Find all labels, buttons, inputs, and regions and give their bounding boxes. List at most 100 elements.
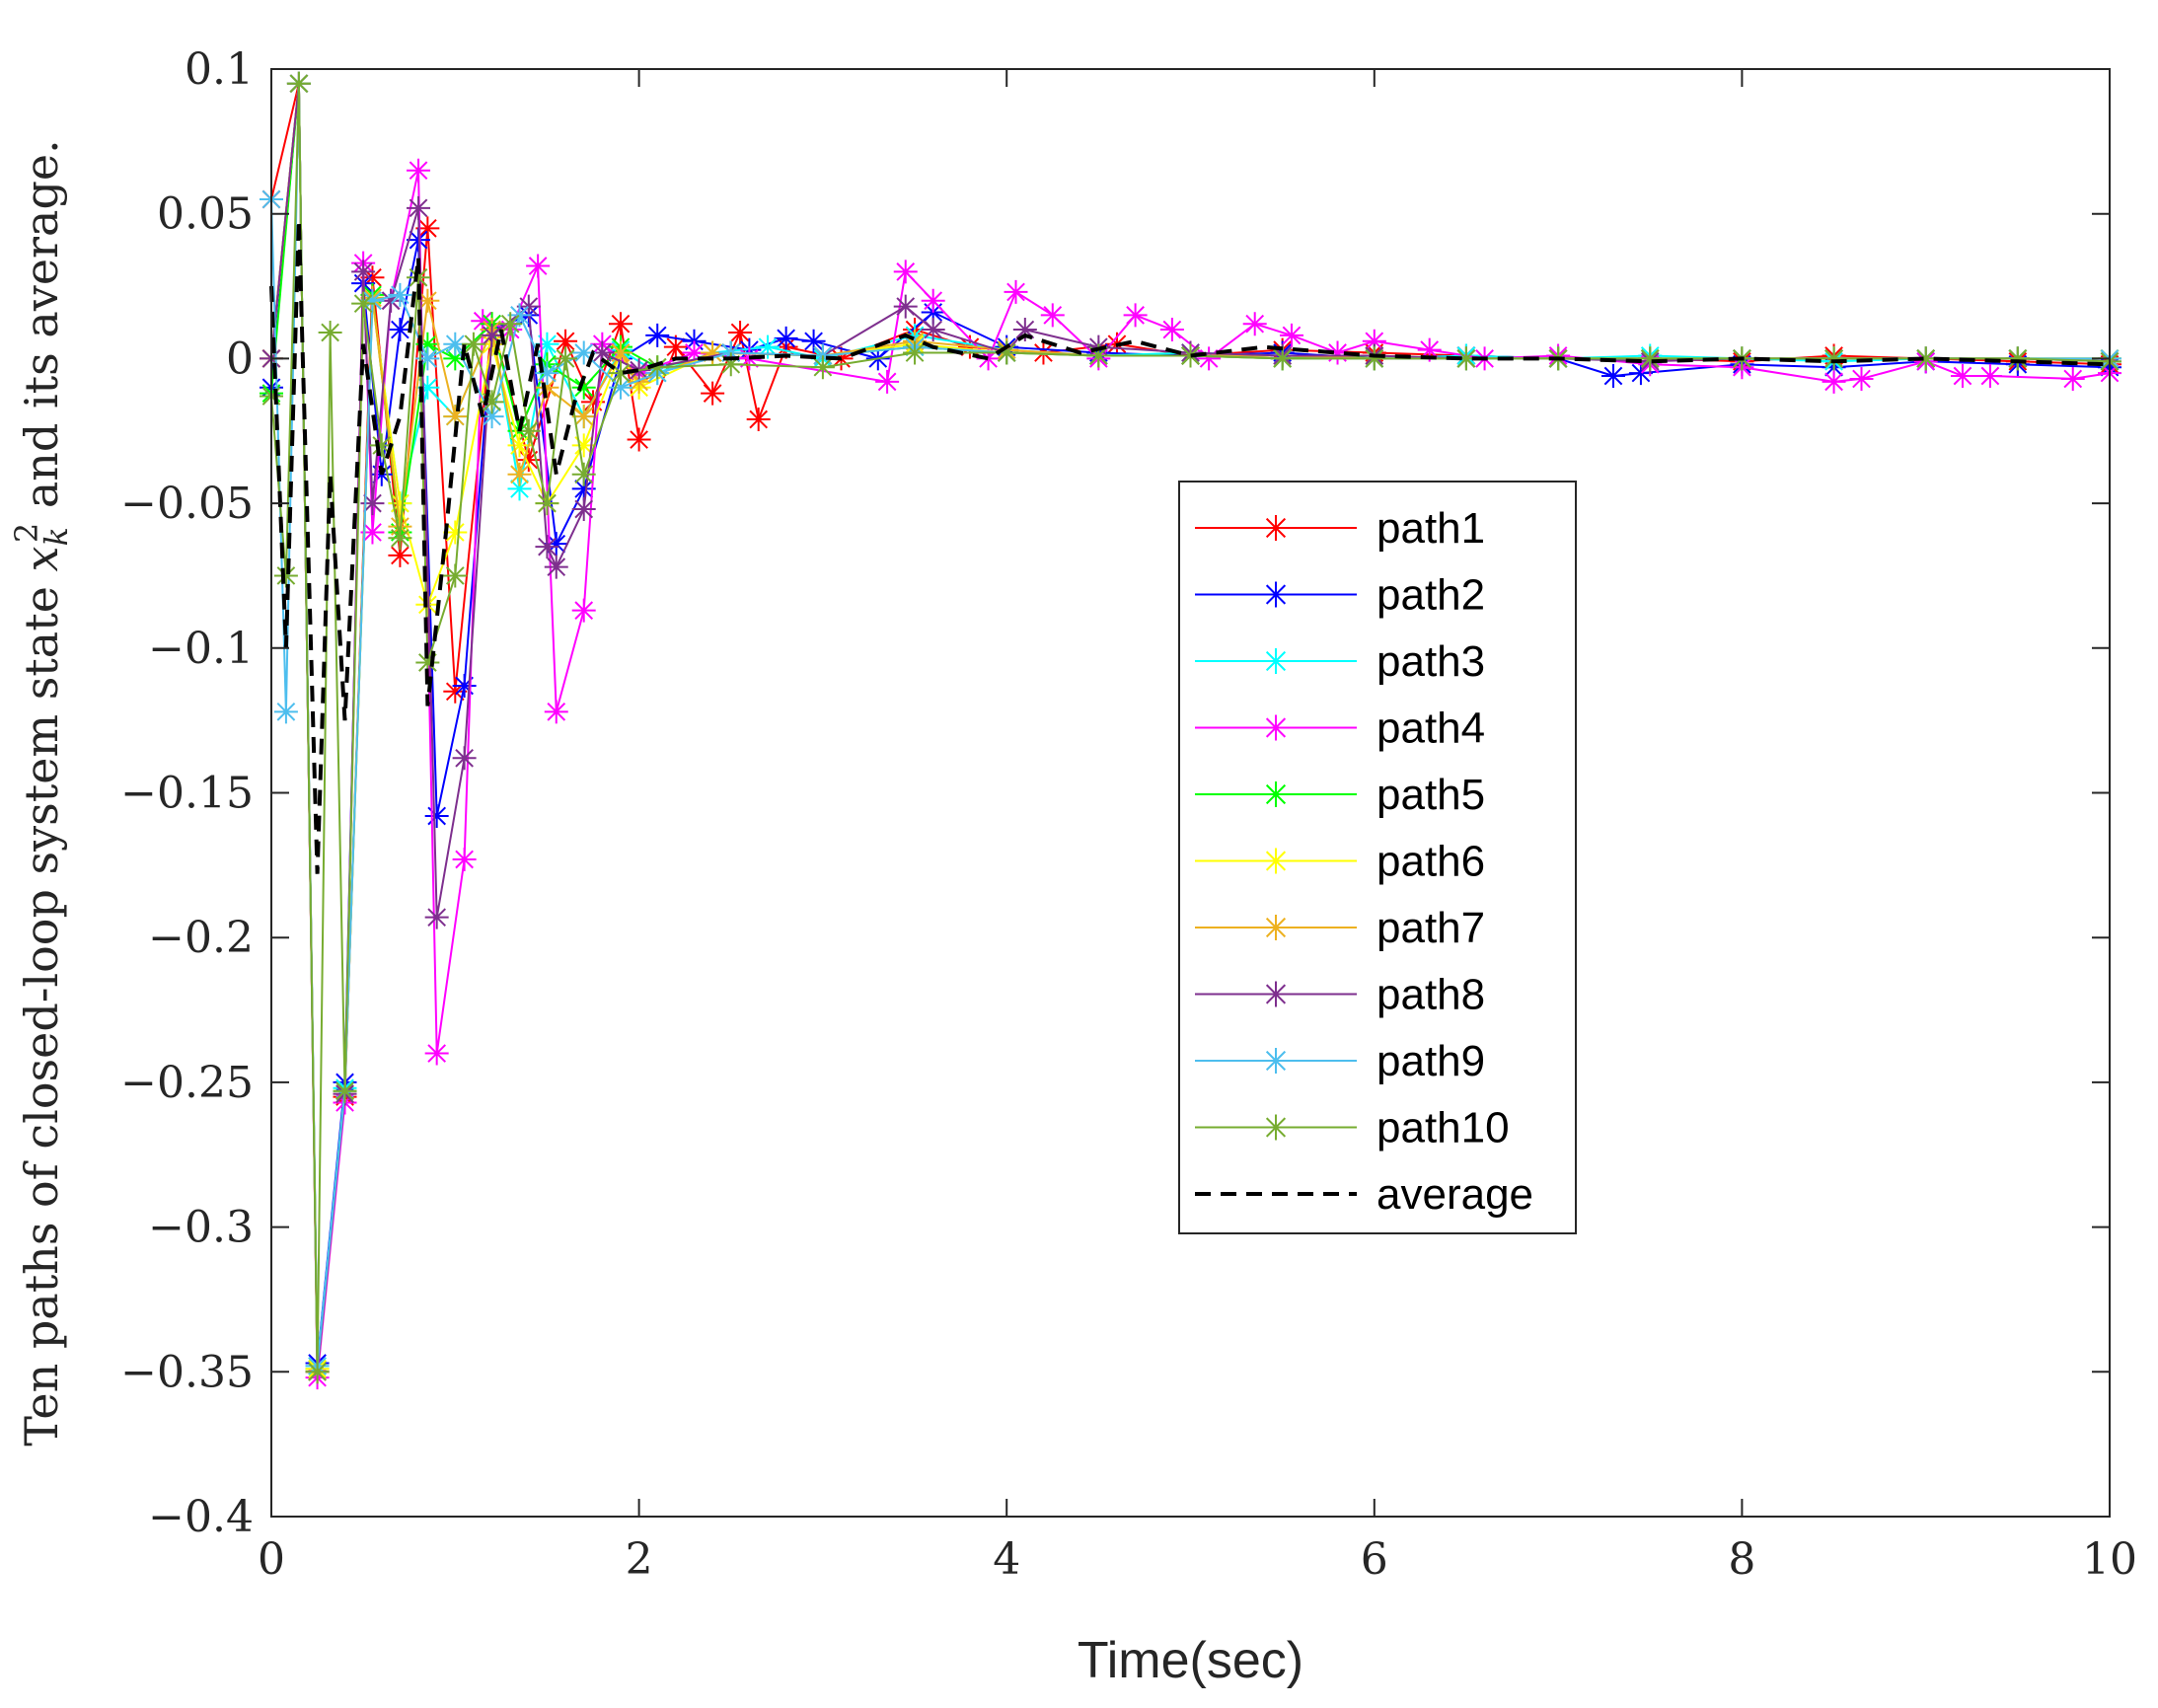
path10-point — [903, 340, 928, 365]
path10-point — [554, 346, 578, 371]
legend-marker-path1 — [1263, 515, 1289, 541]
path4-point — [976, 346, 1001, 371]
legend-label-path2: path2 — [1377, 571, 1485, 620]
y-axis-title-sup: 2 — [8, 523, 45, 543]
path10-point — [461, 332, 485, 356]
legend-marker-path10 — [1263, 1114, 1289, 1141]
path10-point — [1638, 346, 1663, 371]
legend-marker-path3 — [1263, 648, 1289, 674]
path7-point — [608, 340, 633, 365]
path10-point — [1453, 346, 1478, 371]
y-axis-title-after: and its average. — [15, 139, 68, 523]
path10-point — [318, 320, 342, 344]
path9-point — [415, 346, 440, 371]
path9-point — [360, 288, 385, 313]
legend-marker-path7 — [1263, 915, 1289, 940]
path1-point — [728, 320, 753, 344]
path4-point — [1822, 369, 1846, 394]
path10-point — [516, 418, 541, 443]
path5-point — [571, 375, 596, 400]
path6-point — [443, 520, 468, 545]
path8-point — [452, 746, 477, 771]
path8-point — [351, 260, 376, 284]
legend-marker-path2 — [1263, 581, 1289, 608]
path7-point — [701, 340, 725, 365]
path7-point — [535, 375, 559, 400]
path1-point — [663, 334, 688, 359]
path10-point — [608, 361, 633, 386]
y-tick-label: −0.25 — [120, 1058, 254, 1108]
path8-point — [893, 294, 918, 319]
path10-point — [1270, 346, 1295, 371]
path4-point — [682, 340, 707, 365]
path1-point — [443, 679, 468, 704]
path2-point — [801, 329, 826, 353]
path4-point — [407, 158, 431, 183]
path2-point — [544, 532, 568, 557]
path8-point — [516, 294, 541, 319]
legend-box — [1178, 481, 1577, 1234]
legend-label-path10: path10 — [1377, 1104, 1510, 1152]
path3-point — [535, 332, 559, 356]
path4-point — [1242, 312, 1267, 336]
path4-point — [1040, 303, 1065, 328]
path10-point — [369, 433, 394, 458]
path4-point — [1325, 340, 1350, 365]
path10-point — [1086, 343, 1111, 368]
x-tick-label: 2 — [626, 1534, 653, 1585]
path10-point — [351, 291, 376, 316]
path8-point — [571, 496, 596, 521]
path6-point — [388, 491, 412, 516]
path10-point — [1178, 343, 1203, 368]
path1-point — [746, 408, 771, 432]
path9-point — [388, 282, 412, 307]
x-tick-label: 8 — [1728, 1534, 1755, 1585]
legend-label-path5: path5 — [1377, 771, 1485, 819]
path4-point — [875, 369, 900, 394]
path10-point — [286, 71, 311, 96]
y-tick-label: −0.35 — [120, 1347, 254, 1397]
path4-point — [1159, 318, 1184, 342]
y-tick-label: −0.3 — [148, 1203, 254, 1253]
path7-point — [415, 288, 440, 313]
legend-label-path3: path3 — [1377, 637, 1485, 686]
path2-point — [645, 323, 670, 347]
path10-point — [1913, 346, 1938, 371]
legend-label-path1: path1 — [1377, 504, 1485, 553]
x-tick-label: 4 — [993, 1534, 1020, 1585]
path7-point — [507, 462, 532, 486]
path1-point — [627, 427, 651, 452]
y-tick-label: −0.4 — [148, 1492, 254, 1542]
path8-point — [535, 535, 559, 559]
path4-point — [1123, 303, 1148, 328]
path9-point — [571, 340, 596, 365]
path8-point — [480, 323, 504, 347]
path1-point — [415, 216, 440, 241]
path1-point — [388, 543, 412, 567]
path9-point — [535, 361, 559, 386]
legend-label-path4: path4 — [1377, 705, 1485, 753]
legend-marker-path6 — [1263, 848, 1289, 874]
path2-point — [774, 326, 798, 350]
legend-marker-path5 — [1263, 781, 1289, 807]
path8-point — [544, 555, 568, 579]
legend: path1 path2 path3 path4 path5 path6 path7 path8… — [1178, 481, 1577, 1234]
path4-point — [1977, 364, 2002, 389]
x-tick-label: 0 — [258, 1534, 285, 1585]
y-axis-title: Ten paths of closed-loop system state xk… — [8, 139, 75, 1447]
path3-point — [507, 477, 532, 501]
path4-point — [360, 520, 385, 545]
path5-point — [415, 332, 440, 356]
path8-point — [379, 288, 404, 313]
path4-point — [1004, 279, 1028, 304]
path6-point — [507, 433, 532, 458]
legend-label-path9: path9 — [1377, 1037, 1485, 1085]
path4-point — [526, 254, 551, 278]
path10-point — [535, 491, 559, 516]
x-tick-label: 6 — [1361, 1534, 1388, 1585]
path7-point — [443, 405, 468, 429]
path10-point — [443, 563, 468, 588]
path10-point — [645, 355, 670, 380]
x-tick-label: 10 — [2082, 1534, 2137, 1585]
